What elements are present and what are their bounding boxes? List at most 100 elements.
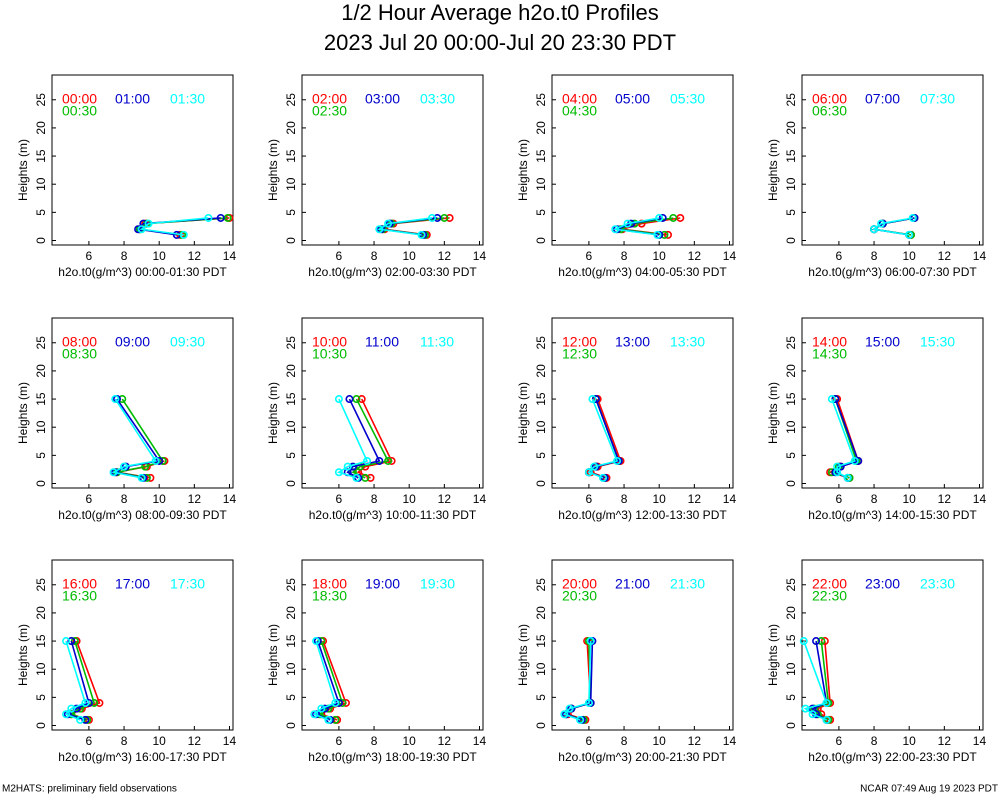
legend-entry: 00:30 <box>62 103 97 119</box>
profile-line <box>587 398 619 479</box>
legend-entry: 00:00 <box>62 91 97 107</box>
profile-point <box>137 225 146 234</box>
subtitle: 2023 Jul 20 00:00-Jul 20 23:30 PDT <box>324 30 676 55</box>
y-tick-label: 5 <box>534 452 548 459</box>
profile-point <box>324 715 333 724</box>
y-tick-label: 15 <box>34 634 48 648</box>
y-tick-label: 25 <box>284 578 298 592</box>
legend-entry: 15:00 <box>865 334 900 350</box>
profile-point <box>658 213 667 222</box>
x-tick-label: 6 <box>336 734 343 748</box>
y-tick-label: 10 <box>784 420 798 434</box>
profile-point <box>142 473 151 482</box>
legend-entry: 03:00 <box>365 91 400 107</box>
profile-point <box>111 395 120 404</box>
x-tick-label: 12 <box>938 734 952 748</box>
y-tick-label: 15 <box>784 634 798 648</box>
x-tick-label: 6 <box>86 492 93 506</box>
y-tick-label: 20 <box>784 364 798 378</box>
legend-entry: 13:30 <box>670 334 705 350</box>
y-tick-label: 10 <box>34 662 48 676</box>
legend-entry: 08:30 <box>62 346 97 362</box>
x-tick-label: 8 <box>871 492 878 506</box>
y-tick-label: 25 <box>34 578 48 592</box>
legend-entry: 21:30 <box>670 576 705 592</box>
legend-entry: 19:00 <box>365 576 400 592</box>
x-tick-label: 12 <box>938 249 952 263</box>
y-tick-label: 5 <box>34 452 48 459</box>
y-tick-label: 10 <box>34 420 48 434</box>
profile-point <box>827 395 836 404</box>
x-axis-label: h2o.t0(g/m^3) 22:00-23:30 PDT <box>808 750 977 764</box>
x-axis-label: h2o.t0(g/m^3) 10:00-11:30 PDT <box>309 508 477 522</box>
y-tick-label: 0 <box>784 480 798 487</box>
y-tick-label: 25 <box>784 336 798 350</box>
y-tick-label: 20 <box>34 364 48 378</box>
profile-point <box>669 213 678 222</box>
x-tick-label: 14 <box>973 249 987 263</box>
x-tick-label: 8 <box>621 249 628 263</box>
y-tick-label: 15 <box>284 634 298 648</box>
y-tick-label: 10 <box>284 662 298 676</box>
legend-entry: 20:00 <box>562 576 597 592</box>
profile-point <box>808 710 817 719</box>
profile-line <box>562 641 592 721</box>
footer-right: NCAR 07:49 Aug 19 2023 PDT <box>860 784 998 795</box>
x-tick-label: 10 <box>153 249 167 263</box>
y-tick-label: 0 <box>34 237 48 244</box>
profile-line <box>803 640 828 721</box>
profile-point <box>908 213 917 222</box>
y-tick-label: 0 <box>34 722 48 729</box>
profile-point <box>417 230 426 239</box>
x-axis-label: h2o.t0(g/m^3) 00:00-01:30 PDT <box>58 265 227 279</box>
legend-entry: 23:30 <box>920 576 955 592</box>
y-tick-label: 15 <box>784 392 798 406</box>
x-tick-label: 12 <box>188 249 202 263</box>
plot-frame <box>801 74 984 246</box>
x-tick-label: 12 <box>688 492 702 506</box>
profile-point <box>905 230 914 239</box>
legend-entry: 07:00 <box>865 91 900 107</box>
x-tick-label: 10 <box>403 249 417 263</box>
profile-point <box>817 637 826 646</box>
y-tick-label: 20 <box>534 364 548 378</box>
x-tick-label: 6 <box>586 734 593 748</box>
legend-entry: 22:00 <box>812 576 847 592</box>
x-tick-label: 8 <box>621 492 628 506</box>
profile-point <box>843 473 852 482</box>
y-tick-label: 0 <box>534 480 548 487</box>
x-tick-label: 12 <box>188 492 202 506</box>
legend-entry: 01:30 <box>170 91 205 107</box>
footer-left: M2HATS: preliminary field observations <box>2 784 177 795</box>
legend-entry: 06:30 <box>812 103 847 119</box>
profile-point <box>137 473 146 482</box>
profile-point <box>357 395 366 404</box>
y-tick-label: 20 <box>784 121 798 135</box>
profile-line <box>312 640 337 721</box>
y-axis-label: Heights (m) <box>16 382 30 444</box>
y-tick-label: 15 <box>534 392 548 406</box>
plot-frame <box>51 74 234 246</box>
plot-frame <box>301 317 484 489</box>
x-tick-label: 6 <box>86 249 93 263</box>
legend-entry: 01:00 <box>115 91 150 107</box>
profile-point <box>586 637 595 646</box>
profile-point <box>317 704 326 713</box>
profile-point <box>870 225 879 234</box>
profile-point <box>67 704 76 713</box>
profile-point <box>67 637 76 646</box>
x-tick-label: 14 <box>473 734 487 748</box>
legend-entry: 05:00 <box>615 91 650 107</box>
y-tick-label: 15 <box>534 634 548 648</box>
legend-entry: 13:00 <box>615 334 650 350</box>
profile-point <box>850 456 859 465</box>
y-tick-label: 25 <box>534 336 548 350</box>
y-tick-label: 5 <box>284 694 298 701</box>
y-axis-label: Heights (m) <box>766 382 780 444</box>
y-tick-label: 5 <box>284 209 298 216</box>
y-axis-label: Heights (m) <box>266 624 280 686</box>
profile-point <box>81 698 90 707</box>
x-tick-label: 10 <box>903 734 917 748</box>
x-tick-label: 6 <box>86 734 93 748</box>
